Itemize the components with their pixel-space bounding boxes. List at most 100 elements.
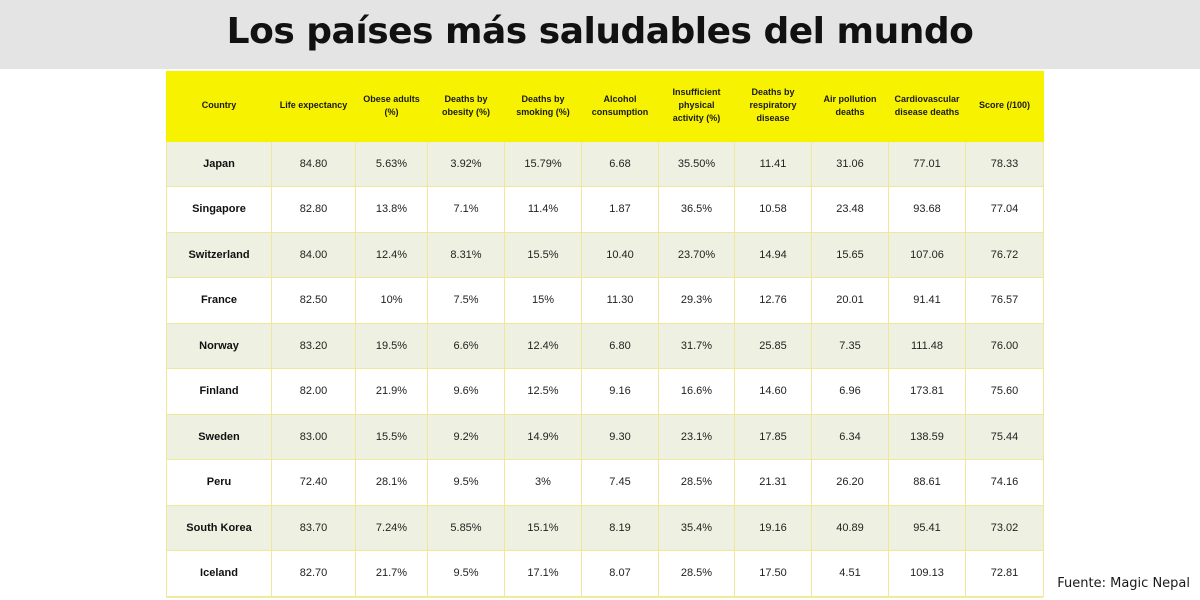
table-row: Switzerland 84.00 12.4% 8.31% 15.5% 10.4… xyxy=(166,231,1044,278)
cell-country: Switzerland xyxy=(166,231,272,278)
table-row: Sweden 83.00 15.5% 9.2% 14.9% 9.30 23.1%… xyxy=(166,413,1044,460)
cell-respiratory-deaths: 10.58 xyxy=(734,186,812,233)
cell-deaths-by-obesity: 5.85% xyxy=(427,504,505,551)
cell-country: Finland xyxy=(166,368,272,415)
cell-air-pollution-deaths: 6.96 xyxy=(811,368,889,415)
table-row: Japan 84.80 5.63% 3.92% 15.79% 6.68 35.5… xyxy=(166,140,1044,187)
cell-deaths-by-obesity: 9.6% xyxy=(427,368,505,415)
cell-alcohol-consumption: 6.80 xyxy=(581,322,659,369)
cell-score: 78.33 xyxy=(965,140,1044,187)
cell-air-pollution-deaths: 31.06 xyxy=(811,140,889,187)
column-header-air-pollution-deaths: Air pollution deaths xyxy=(811,71,889,141)
cell-country: France xyxy=(166,277,272,324)
cell-respiratory-deaths: 12.76 xyxy=(734,277,812,324)
cell-obese-adults: 7.24% xyxy=(355,504,428,551)
cell-obese-adults: 5.63% xyxy=(355,140,428,187)
table-row: Singapore 82.80 13.8% 7.1% 11.4% 1.87 36… xyxy=(166,186,1044,233)
table-row: Finland 82.00 21.9% 9.6% 12.5% 9.16 16.6… xyxy=(166,368,1044,415)
cell-deaths-by-obesity: 8.31% xyxy=(427,231,505,278)
cell-score: 74.16 xyxy=(965,459,1044,506)
cell-respiratory-deaths: 19.16 xyxy=(734,504,812,551)
table-row: South Korea 83.70 7.24% 5.85% 15.1% 8.19… xyxy=(166,504,1044,551)
cell-deaths-by-obesity: 9.2% xyxy=(427,413,505,460)
source-credit: Fuente: Magic Nepal xyxy=(1057,576,1190,591)
cell-score: 72.81 xyxy=(965,550,1044,597)
cell-cardiovascular-deaths: 93.68 xyxy=(888,186,966,233)
cell-insufficient-activity: 31.7% xyxy=(658,322,735,369)
cell-deaths-by-smoking: 12.4% xyxy=(504,322,582,369)
cell-insufficient-activity: 16.6% xyxy=(658,368,735,415)
cell-deaths-by-obesity: 6.6% xyxy=(427,322,505,369)
cell-deaths-by-smoking: 14.9% xyxy=(504,413,582,460)
cell-obese-adults: 19.5% xyxy=(355,322,428,369)
cell-insufficient-activity: 35.50% xyxy=(658,140,735,187)
cell-air-pollution-deaths: 6.34 xyxy=(811,413,889,460)
cell-deaths-by-obesity: 9.5% xyxy=(427,459,505,506)
cell-obese-adults: 21.9% xyxy=(355,368,428,415)
cell-country: Singapore xyxy=(166,186,272,233)
cell-alcohol-consumption: 9.16 xyxy=(581,368,659,415)
cell-insufficient-activity: 29.3% xyxy=(658,277,735,324)
cell-deaths-by-smoking: 17.1% xyxy=(504,550,582,597)
cell-insufficient-activity: 28.5% xyxy=(658,550,735,597)
cell-insufficient-activity: 23.70% xyxy=(658,231,735,278)
cell-cardiovascular-deaths: 109.13 xyxy=(888,550,966,597)
cell-cardiovascular-deaths: 77.01 xyxy=(888,140,966,187)
cell-cardiovascular-deaths: 107.06 xyxy=(888,231,966,278)
cell-deaths-by-obesity: 3.92% xyxy=(427,140,505,187)
cell-deaths-by-smoking: 15.79% xyxy=(504,140,582,187)
cell-deaths-by-obesity: 7.1% xyxy=(427,186,505,233)
cell-air-pollution-deaths: 23.48 xyxy=(811,186,889,233)
table-row: France 82.50 10% 7.5% 15% 11.30 29.3% 12… xyxy=(166,277,1044,324)
cell-score: 76.57 xyxy=(965,277,1044,324)
cell-cardiovascular-deaths: 95.41 xyxy=(888,504,966,551)
cell-obese-adults: 28.1% xyxy=(355,459,428,506)
cell-insufficient-activity: 23.1% xyxy=(658,413,735,460)
health-ranking-table: Country Life expectancy Obese adults (%)… xyxy=(166,71,1044,597)
column-header-insufficient-activity: Insufficient physical activity (%) xyxy=(658,71,735,141)
cell-respiratory-deaths: 17.50 xyxy=(734,550,812,597)
column-header-respiratory-deaths: Deaths by respiratory disease xyxy=(734,71,812,141)
cell-cardiovascular-deaths: 111.48 xyxy=(888,322,966,369)
table-row: Peru 72.40 28.1% 9.5% 3% 7.45 28.5% 21.3… xyxy=(166,459,1044,506)
cell-air-pollution-deaths: 26.20 xyxy=(811,459,889,506)
cell-country: Peru xyxy=(166,459,272,506)
cell-life-expectancy: 82.00 xyxy=(271,368,356,415)
cell-score: 75.44 xyxy=(965,413,1044,460)
page-title: Los países más saludables del mundo xyxy=(226,11,974,52)
cell-life-expectancy: 72.40 xyxy=(271,459,356,506)
table-header-row: Country Life expectancy Obese adults (%)… xyxy=(166,71,1044,141)
cell-country: Norway xyxy=(166,322,272,369)
cell-cardiovascular-deaths: 88.61 xyxy=(888,459,966,506)
cell-score: 76.00 xyxy=(965,322,1044,369)
column-header-alcohol-consumption: Alcohol consumption xyxy=(581,71,659,141)
cell-obese-adults: 13.8% xyxy=(355,186,428,233)
cell-respiratory-deaths: 17.85 xyxy=(734,413,812,460)
cell-air-pollution-deaths: 4.51 xyxy=(811,550,889,597)
cell-life-expectancy: 84.00 xyxy=(271,231,356,278)
cell-alcohol-consumption: 9.30 xyxy=(581,413,659,460)
cell-score: 76.72 xyxy=(965,231,1044,278)
cell-life-expectancy: 82.70 xyxy=(271,550,356,597)
cell-insufficient-activity: 36.5% xyxy=(658,186,735,233)
cell-respiratory-deaths: 14.94 xyxy=(734,231,812,278)
cell-alcohol-consumption: 8.19 xyxy=(581,504,659,551)
cell-life-expectancy: 83.70 xyxy=(271,504,356,551)
cell-score: 73.02 xyxy=(965,504,1044,551)
cell-deaths-by-smoking: 11.4% xyxy=(504,186,582,233)
cell-alcohol-consumption: 7.45 xyxy=(581,459,659,506)
cell-alcohol-consumption: 10.40 xyxy=(581,231,659,278)
cell-cardiovascular-deaths: 91.41 xyxy=(888,277,966,324)
cell-air-pollution-deaths: 20.01 xyxy=(811,277,889,324)
cell-life-expectancy: 84.80 xyxy=(271,140,356,187)
cell-respiratory-deaths: 21.31 xyxy=(734,459,812,506)
cell-obese-adults: 21.7% xyxy=(355,550,428,597)
cell-respiratory-deaths: 11.41 xyxy=(734,140,812,187)
cell-obese-adults: 12.4% xyxy=(355,231,428,278)
table-row: Norway 83.20 19.5% 6.6% 12.4% 6.80 31.7%… xyxy=(166,322,1044,369)
cell-score: 75.60 xyxy=(965,368,1044,415)
cell-deaths-by-smoking: 3% xyxy=(504,459,582,506)
cell-deaths-by-obesity: 7.5% xyxy=(427,277,505,324)
cell-respiratory-deaths: 14.60 xyxy=(734,368,812,415)
cell-life-expectancy: 82.50 xyxy=(271,277,356,324)
